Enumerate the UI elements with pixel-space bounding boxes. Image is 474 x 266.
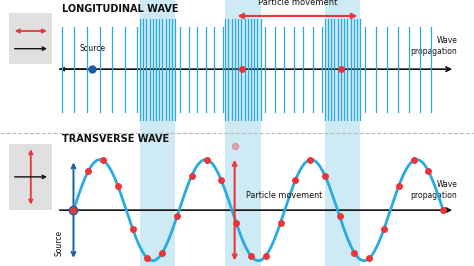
Text: Source: Source bbox=[55, 230, 64, 256]
Bar bbox=[9, 13, 52, 64]
Text: Source: Source bbox=[79, 44, 106, 53]
Text: TRANSVERSE WAVE: TRANSVERSE WAVE bbox=[62, 134, 169, 144]
Bar bbox=[140, 0, 175, 133]
Text: LONGITUDINAL WAVE: LONGITUDINAL WAVE bbox=[62, 4, 178, 14]
Bar bbox=[225, 133, 261, 266]
Bar bbox=[9, 144, 52, 210]
Bar bbox=[325, 0, 360, 133]
Text: Particle movement: Particle movement bbox=[246, 190, 323, 200]
Bar bbox=[140, 133, 175, 266]
Text: Wave
propagation: Wave propagation bbox=[410, 36, 457, 56]
Text: Particle movement: Particle movement bbox=[258, 0, 337, 7]
Bar bbox=[325, 133, 360, 266]
Text: Wave
propagation: Wave propagation bbox=[410, 180, 457, 200]
Bar bbox=[225, 0, 261, 133]
